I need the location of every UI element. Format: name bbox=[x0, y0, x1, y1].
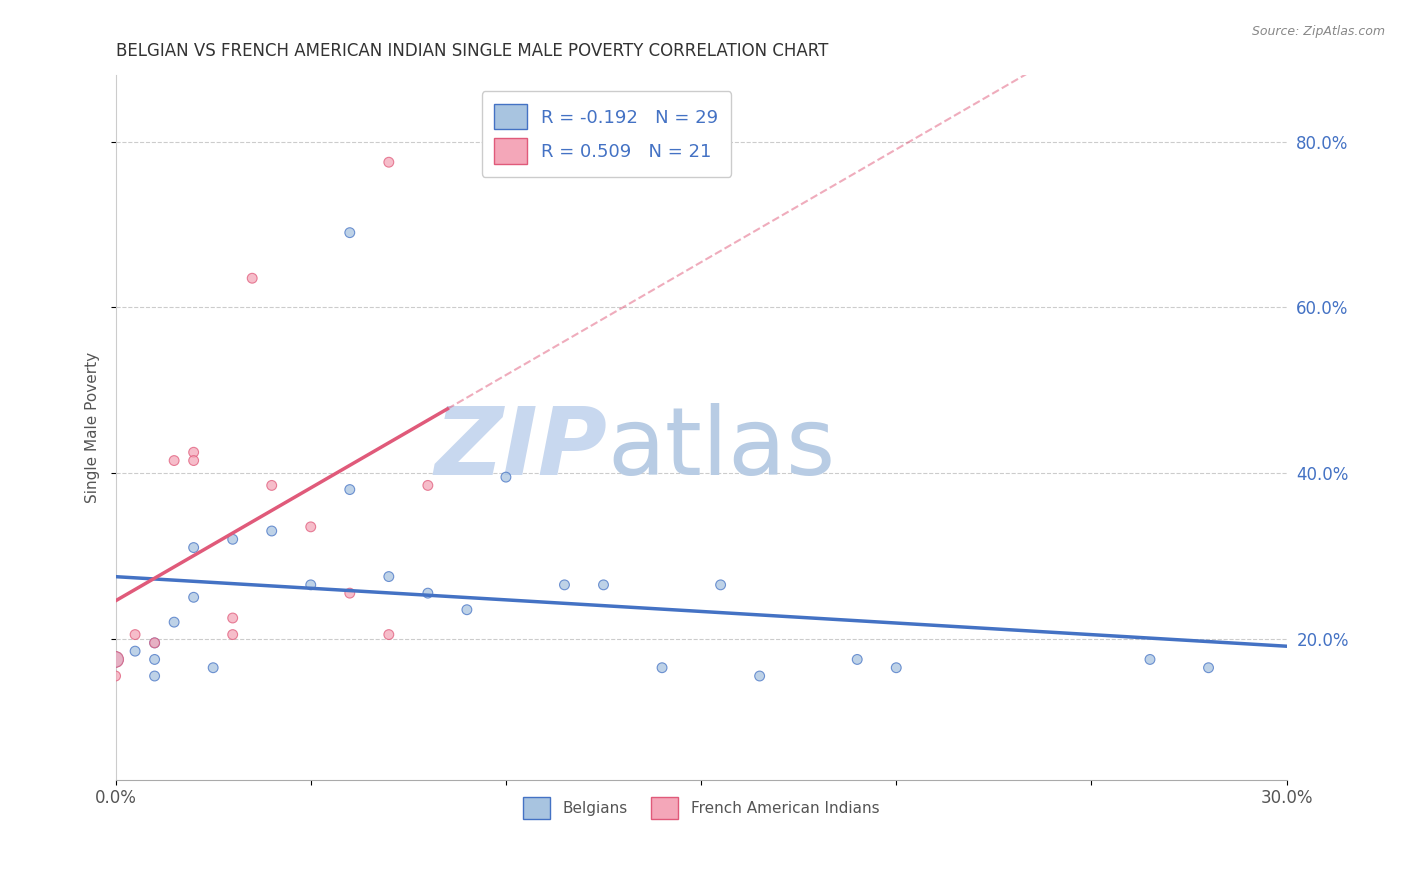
Point bbox=[124, 644, 146, 658]
Legend: Belgians, French American Indians: Belgians, French American Indians bbox=[517, 791, 886, 825]
Point bbox=[378, 155, 401, 169]
Point bbox=[183, 591, 205, 605]
Point bbox=[592, 578, 614, 592]
Point bbox=[104, 669, 127, 683]
Text: atlas: atlas bbox=[607, 402, 835, 494]
Point bbox=[260, 478, 283, 492]
Text: Source: ZipAtlas.com: Source: ZipAtlas.com bbox=[1251, 25, 1385, 38]
Point bbox=[221, 611, 243, 625]
Point bbox=[143, 636, 166, 650]
Point bbox=[183, 453, 205, 467]
Point bbox=[143, 652, 166, 666]
Point bbox=[1139, 652, 1161, 666]
Point bbox=[260, 524, 283, 538]
Point bbox=[651, 661, 673, 675]
Point bbox=[416, 586, 439, 600]
Point bbox=[456, 603, 478, 617]
Point bbox=[339, 226, 361, 240]
Point bbox=[378, 627, 401, 641]
Point bbox=[163, 453, 186, 467]
Point bbox=[143, 636, 166, 650]
Point bbox=[202, 661, 225, 675]
Point bbox=[495, 470, 517, 484]
Point bbox=[143, 669, 166, 683]
Y-axis label: Single Male Poverty: Single Male Poverty bbox=[86, 351, 100, 503]
Point bbox=[221, 627, 243, 641]
Point bbox=[183, 541, 205, 555]
Point bbox=[416, 478, 439, 492]
Point bbox=[846, 652, 869, 666]
Text: ZIP: ZIP bbox=[434, 402, 607, 494]
Point bbox=[553, 578, 575, 592]
Point bbox=[748, 669, 770, 683]
Point bbox=[299, 520, 322, 534]
Point bbox=[339, 483, 361, 497]
Point bbox=[240, 271, 263, 285]
Point bbox=[104, 652, 127, 666]
Point bbox=[710, 578, 733, 592]
Point bbox=[183, 445, 205, 459]
Point bbox=[124, 627, 146, 641]
Point bbox=[163, 615, 186, 629]
Point bbox=[221, 533, 243, 547]
Point bbox=[299, 578, 322, 592]
Point bbox=[378, 569, 401, 583]
Text: BELGIAN VS FRENCH AMERICAN INDIAN SINGLE MALE POVERTY CORRELATION CHART: BELGIAN VS FRENCH AMERICAN INDIAN SINGLE… bbox=[115, 42, 828, 60]
Point bbox=[884, 661, 907, 675]
Point bbox=[1198, 661, 1220, 675]
Point bbox=[104, 652, 127, 666]
Point bbox=[339, 586, 361, 600]
